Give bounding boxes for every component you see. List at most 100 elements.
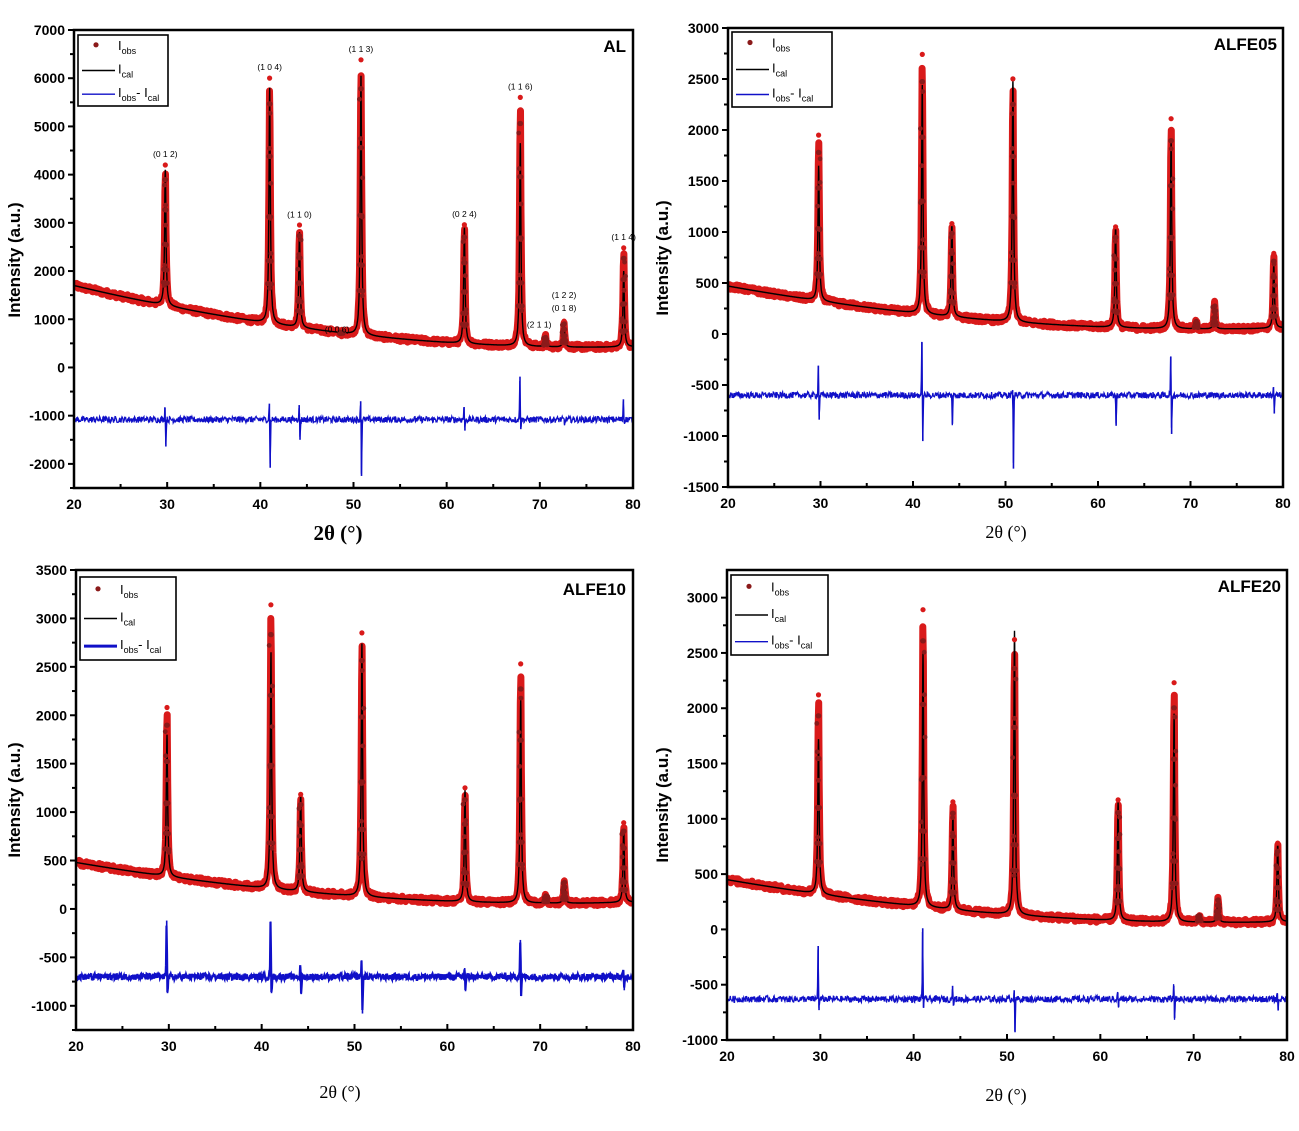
observed-point <box>920 89 926 94</box>
y-tick-label: -500 <box>39 949 67 965</box>
x-tick-label: 40 <box>906 1048 922 1064</box>
y-tick-label: 500 <box>695 866 719 882</box>
observed-point <box>817 156 823 162</box>
y-tick-label: 500 <box>696 275 720 291</box>
y-axis-label: Intensity (a.u.) <box>653 200 672 315</box>
legend-subscript: obs <box>776 94 791 104</box>
x-tick-label: 60 <box>439 496 455 512</box>
y-tick-label: -500 <box>690 977 718 993</box>
observed-point <box>1173 817 1178 822</box>
observed-point <box>165 831 171 837</box>
observed-point <box>297 820 302 825</box>
observed-point <box>267 286 273 291</box>
observed-point <box>1012 280 1018 286</box>
observed-point <box>1215 912 1221 918</box>
observed-point <box>462 324 467 329</box>
legend-main: I <box>772 86 776 101</box>
observed-point <box>816 777 821 783</box>
observed-point <box>268 251 274 256</box>
observed-point <box>164 758 171 765</box>
observed-point <box>163 207 169 213</box>
x-tick-label: 50 <box>998 495 1014 511</box>
observed-point <box>460 801 466 807</box>
observed-point <box>921 245 927 251</box>
observed-point <box>1213 308 1219 314</box>
panel-alfe05: 20 30 40 50 60 70 80 -1500 -1000 -500 0 500 1000 1500… <box>653 20 1291 543</box>
observed-point <box>1274 852 1280 857</box>
hkl-label: (1 1 3) <box>349 44 374 54</box>
observed-point <box>162 262 168 268</box>
observed-point <box>359 658 365 664</box>
observed-point <box>164 722 170 728</box>
observed-point <box>1217 905 1223 911</box>
observed-point <box>460 880 466 886</box>
observed-point <box>619 877 625 882</box>
observed-point <box>269 814 275 820</box>
legend-subscript: obs <box>776 44 791 54</box>
observed-point <box>516 166 522 171</box>
observed-point <box>1275 840 1281 846</box>
observed-point <box>164 704 170 711</box>
observed-point <box>1275 908 1280 913</box>
legend-subscript: cal <box>802 94 814 104</box>
observed-point <box>516 729 522 735</box>
observed-point <box>267 215 273 221</box>
observed-point <box>921 692 927 698</box>
observed-point <box>162 162 168 168</box>
observed-point <box>359 781 364 786</box>
y-tick-label: 1000 <box>36 804 67 820</box>
panel-title: ALFE05 <box>1214 35 1277 54</box>
observed-point <box>1170 851 1176 857</box>
legend-subscript: cal <box>150 645 162 655</box>
observed-point <box>918 856 924 862</box>
observed-point <box>461 866 467 872</box>
observed-point <box>162 182 168 188</box>
observed-point <box>266 805 272 811</box>
x-tick-label: 30 <box>161 1038 177 1054</box>
legend-entry-label: Iobs <box>120 582 139 600</box>
observed-point <box>297 233 303 239</box>
observed-point <box>816 132 822 138</box>
observed-point <box>922 734 928 740</box>
observed-point <box>1009 111 1015 117</box>
observed-point <box>1273 897 1279 902</box>
observed-point <box>949 876 955 882</box>
observed-point <box>948 287 953 293</box>
observed-point <box>1172 858 1179 864</box>
y-tick-label: 2000 <box>34 263 65 279</box>
observed-point <box>462 290 468 295</box>
calculated-intensity-line <box>728 78 1283 330</box>
observed-point <box>460 239 466 245</box>
hkl-label: (1 1 4) <box>611 232 636 242</box>
observed-point <box>1170 206 1176 212</box>
legend-entry-label: Ical <box>120 610 135 628</box>
observed-point <box>1011 873 1017 878</box>
observed-point <box>1167 266 1172 272</box>
difference-curve <box>74 380 633 474</box>
x-tick-label: 20 <box>720 495 736 511</box>
observed-point <box>462 821 469 827</box>
observed-point <box>1271 261 1277 267</box>
x-axis-label: 2θ (°) <box>985 1085 1026 1106</box>
y-tick-label: -1500 <box>683 479 719 495</box>
observed-point <box>1011 833 1017 839</box>
observed-point <box>948 274 954 280</box>
observed-point <box>267 101 273 107</box>
x-tick-label: 80 <box>1279 1048 1295 1064</box>
observed-point <box>1010 76 1016 82</box>
observed-point <box>815 834 821 840</box>
plot-area <box>74 57 633 476</box>
observed-point <box>1009 250 1014 255</box>
legend-entry-label: Iobs <box>772 36 791 54</box>
observed-point <box>1012 284 1017 290</box>
y-tick-label: 3000 <box>688 20 719 36</box>
legend-subscript: cal <box>124 618 136 628</box>
observed-point <box>163 753 169 759</box>
legend-entry-label: Iobs <box>771 579 790 597</box>
y-tick-label: 7000 <box>34 22 65 38</box>
observed-point <box>163 222 168 228</box>
observed-point <box>518 737 524 743</box>
observed-point <box>919 79 926 85</box>
legend-subscript: cal <box>775 614 787 624</box>
